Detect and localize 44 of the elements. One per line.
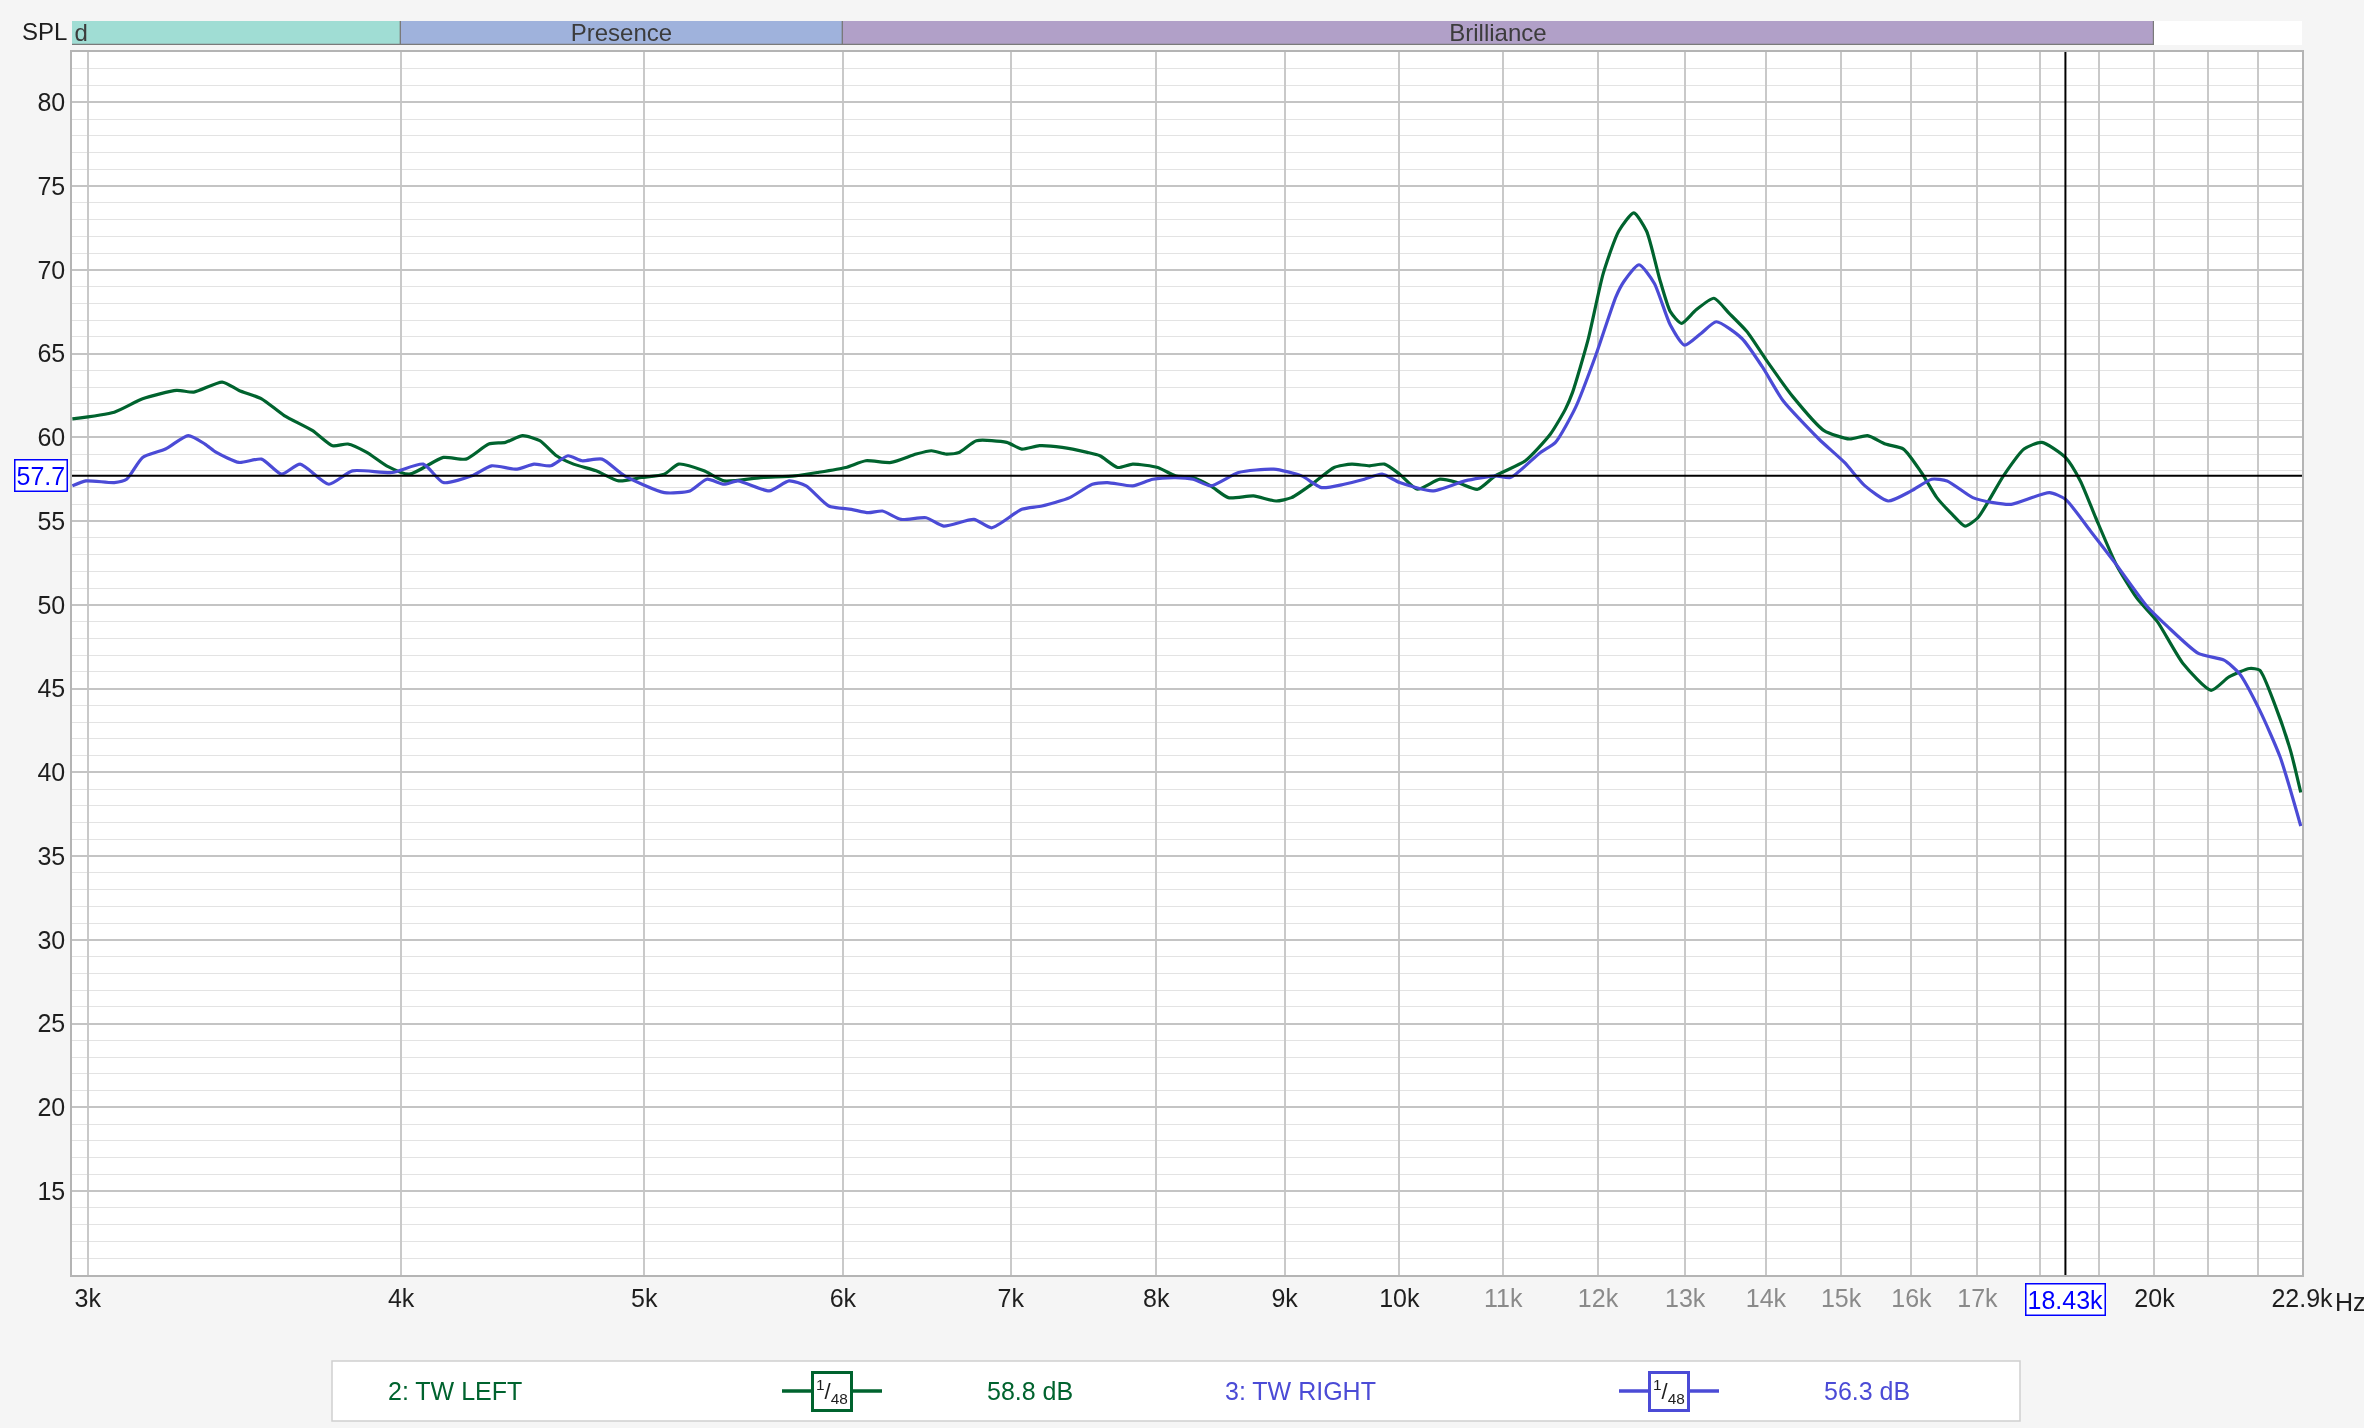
x-tick-label: 16k bbox=[1891, 1283, 1933, 1312]
text: $^{1}$/$_{48}$ bbox=[816, 1376, 848, 1407]
y-tick-label: 70 bbox=[37, 255, 66, 284]
series-label: Presence bbox=[570, 18, 673, 46]
ref-line-label: 57.7 bbox=[16, 461, 66, 490]
y-tick-label: 15 bbox=[37, 1176, 66, 1205]
x-tick-label: 12k bbox=[1577, 1283, 1619, 1312]
text: $^{1}$/$_{48}$ bbox=[1653, 1376, 1685, 1407]
y-tick-label: 35 bbox=[37, 841, 66, 870]
ref-line-label: 18.43k bbox=[2027, 1285, 2104, 1314]
x-tick-label: 6k bbox=[829, 1283, 857, 1312]
y-tick-label: 40 bbox=[37, 758, 66, 787]
x-tick-label: 9k bbox=[1271, 1283, 1299, 1312]
x-tick-label: 4k bbox=[387, 1283, 415, 1312]
x-tick-label: 22.9k bbox=[2271, 1283, 2334, 1312]
y-tick-label: 65 bbox=[37, 339, 66, 368]
y-tick-label: 75 bbox=[37, 171, 66, 200]
text: 56.3 dB bbox=[1824, 1377, 1911, 1405]
x-axis-title: Hz bbox=[2335, 1288, 2364, 1316]
text: 58.8 dB bbox=[987, 1377, 1074, 1405]
y-tick-label: 60 bbox=[37, 423, 66, 452]
x-tick-label: 8k bbox=[1143, 1283, 1170, 1312]
x-tick-label: 11k bbox=[1483, 1283, 1523, 1312]
series-label: Brilliance bbox=[1449, 18, 1547, 46]
text: 2: TW LEFT bbox=[388, 1377, 523, 1405]
x-tick-label: 7k bbox=[997, 1283, 1025, 1312]
x-tick-label: 14k bbox=[1745, 1283, 1787, 1312]
text: 3: TW RIGHT bbox=[1225, 1377, 1376, 1405]
series-label: d bbox=[74, 18, 88, 46]
y-tick-label: 50 bbox=[37, 590, 66, 619]
x-tick-label: 15k bbox=[1820, 1283, 1862, 1312]
y-tick-label: 55 bbox=[37, 506, 66, 535]
x-tick-label: 13k bbox=[1665, 1283, 1706, 1312]
y-tick-label: 30 bbox=[37, 925, 66, 954]
y-tick-label: 25 bbox=[37, 1009, 66, 1038]
y-tick-label: 80 bbox=[37, 88, 66, 117]
y-tick-label: 45 bbox=[37, 674, 66, 703]
x-tick-label: 3k bbox=[74, 1283, 102, 1312]
x-tick-label: 5k bbox=[631, 1283, 658, 1312]
x-tick-label: 10k bbox=[1379, 1283, 1421, 1312]
y-axis-title: SPL bbox=[22, 18, 68, 45]
x-tick-label: 17k bbox=[1957, 1283, 1999, 1312]
y-tick-label: 20 bbox=[37, 1093, 66, 1122]
x-tick-label: 20k bbox=[2134, 1283, 2176, 1312]
